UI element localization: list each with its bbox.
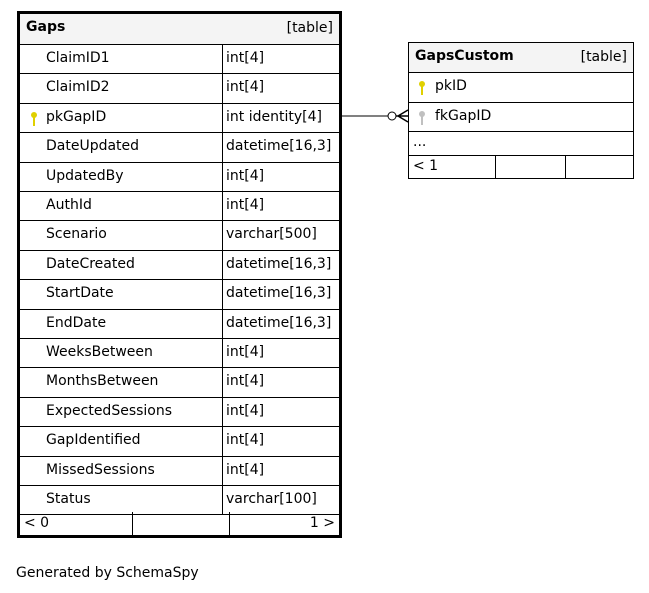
column-type: datetime[16,3] (226, 255, 332, 272)
table-row[interactable]: UpdatedBy int[4] (20, 162, 339, 192)
generated-by: Generated by SchemaSpy (16, 565, 199, 581)
column-type: varchar[500] (226, 226, 317, 243)
table-footer: < 0 1 > (20, 512, 339, 537)
column-type: int[4] (226, 461, 265, 478)
column-name: StartDate (46, 285, 114, 302)
column-name: EndDate (46, 314, 107, 331)
column-name: ClaimID2 (46, 79, 110, 96)
column-type: varchar[100] (226, 491, 317, 507)
column-name: ExpectedSessions (46, 402, 173, 419)
column-type: int[4] (226, 402, 265, 419)
column-name: GapIdentified (46, 432, 141, 449)
column-name: ClaimID1 (46, 50, 110, 66)
column-name: AuthId (46, 197, 92, 213)
column-type: datetime[16,3] (226, 138, 332, 155)
ellipsis: ... (413, 134, 427, 150)
table-row[interactable]: WeeksBetween int[4] (20, 339, 339, 369)
primary-key-icon (418, 80, 426, 96)
column-name: DateUpdated (46, 138, 140, 155)
footer-right: 1 > (309, 515, 335, 531)
column-type: datetime[16,3] (226, 314, 332, 331)
column-type: int[4] (226, 344, 265, 360)
table-name: GapsCustom (415, 48, 514, 64)
table-row[interactable]: fkGapID (409, 103, 633, 132)
column-type: int[4] (226, 50, 265, 66)
table-kind: [table] (580, 49, 627, 65)
table-row[interactable]: DateCreated datetime[16,3] (20, 250, 339, 281)
crows-foot-icon (396, 109, 409, 123)
column-name: Status (46, 491, 91, 507)
table-row[interactable]: AuthId int[4] (20, 192, 339, 222)
table-kind: [table] (286, 20, 333, 36)
table-row[interactable]: ClaimID1 int[4] (20, 45, 339, 75)
column-name: MonthsBetween (46, 373, 159, 390)
table-row[interactable]: MonthsBetween int[4] (20, 368, 339, 398)
ellipsis-row: ... (409, 132, 633, 156)
table-name: Gaps (26, 19, 66, 35)
column-name: fkGapID (435, 107, 492, 124)
footer-left: < 1 (413, 158, 439, 174)
column-type: int[4] (226, 373, 265, 390)
column-name: WeeksBetween (46, 344, 153, 360)
table-row[interactable]: ExpectedSessions int[4] (20, 397, 339, 428)
table-row[interactable]: EndDate datetime[16,3] (20, 309, 339, 339)
table-row[interactable]: pkID (409, 73, 633, 103)
table-row[interactable]: MissedSessions int[4] (20, 456, 339, 486)
table-gaps[interactable]: Gaps [table] ClaimID1 int[4] ClaimID2 int[4… (17, 11, 342, 538)
table-row[interactable]: pkGapID int identity[4] (20, 103, 339, 134)
column-type: int[4] (226, 197, 265, 213)
column-name: UpdatedBy (46, 167, 124, 184)
column-type: int[4] (226, 167, 265, 184)
primary-key-icon (30, 111, 38, 127)
table-row[interactable]: GapIdentified int[4] (20, 427, 339, 457)
column-type: int[4] (226, 79, 265, 96)
column-type: int[4] (226, 432, 265, 449)
table-gapscustom[interactable]: GapsCustom [table] pkID fkGapID ... < 1 (408, 42, 634, 179)
footer-left: < 0 (24, 515, 50, 531)
table-header: GapsCustom [table] (409, 43, 633, 73)
table-footer: < 1 (409, 156, 633, 179)
column-type: int identity[4] (226, 108, 322, 125)
column-name: DateCreated (46, 255, 135, 272)
table-row[interactable]: StartDate datetime[16,3] (20, 280, 339, 310)
column-name: pkID (435, 78, 467, 94)
column-name: pkGapID (46, 108, 107, 125)
column-name: Scenario (46, 226, 107, 243)
zero-cardinality-icon (387, 111, 397, 121)
table-row[interactable]: ClaimID2 int[4] (20, 74, 339, 104)
table-row[interactable]: DateUpdated datetime[16,3] (20, 133, 339, 163)
foreign-key-icon (418, 110, 426, 126)
column-type: datetime[16,3] (226, 285, 332, 302)
table-header: Gaps [table] (20, 14, 339, 45)
table-row[interactable]: Status varchar[100] (20, 486, 339, 516)
table-row[interactable]: Scenario varchar[500] (20, 221, 339, 251)
column-name: MissedSessions (46, 461, 155, 478)
